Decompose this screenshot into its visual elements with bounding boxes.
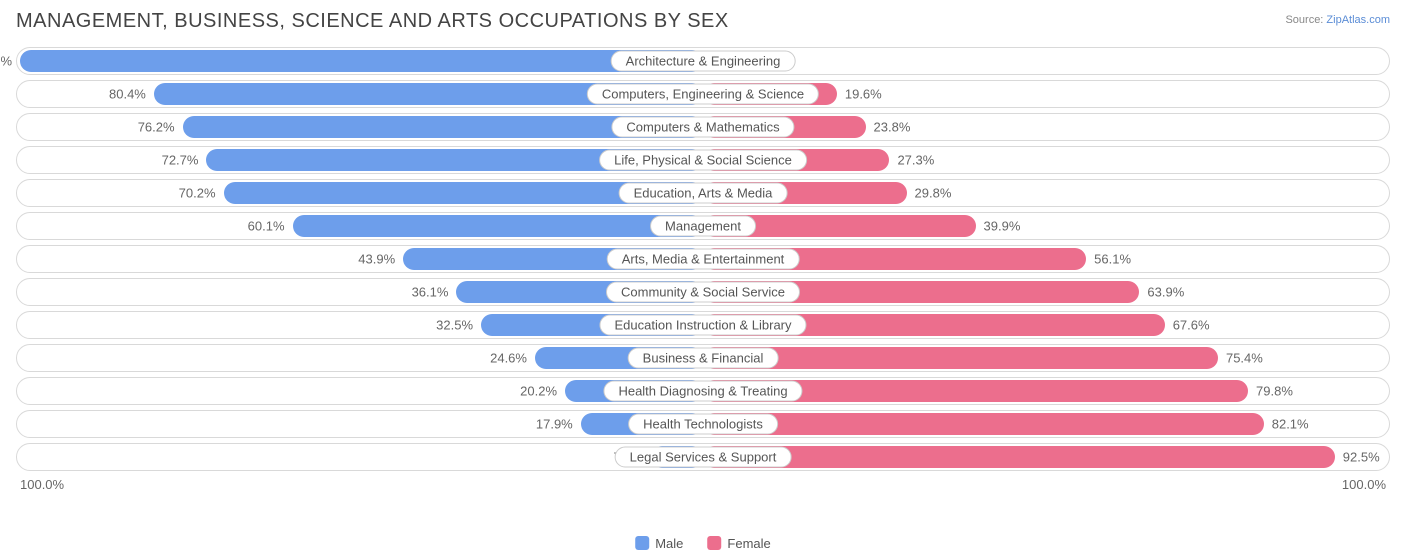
category-pill: Arts, Media & Entertainment xyxy=(607,249,800,270)
data-row: 36.1% 63.9% Community & Social Service xyxy=(16,278,1390,306)
male-value-label: 43.9% xyxy=(358,252,395,267)
female-value-label: 79.8% xyxy=(1256,384,1293,399)
data-row: 100.0%0.0%Architecture & Engineering xyxy=(16,47,1390,75)
data-row: 20.2% 79.8% Health Diagnosing & Treating xyxy=(16,377,1390,405)
female-value-label: 29.8% xyxy=(915,186,952,201)
male-swatch-icon xyxy=(635,536,649,550)
male-value-label: 17.9% xyxy=(536,417,573,432)
female-value-label: 39.9% xyxy=(984,219,1021,234)
female-bar xyxy=(703,446,1335,468)
male-value-label: 20.2% xyxy=(520,384,557,399)
female-value-label: 75.4% xyxy=(1226,351,1263,366)
chart-source: Source: ZipAtlas.com xyxy=(1285,10,1390,26)
data-row: 7.6%92.5%Legal Services & Support xyxy=(16,443,1390,471)
category-pill: Legal Services & Support xyxy=(615,447,792,468)
male-value-label: 72.7% xyxy=(162,153,199,168)
data-row: 17.9% 82.1% Health Technologists xyxy=(16,410,1390,438)
chart-header: MANAGEMENT, BUSINESS, SCIENCE AND ARTS O… xyxy=(16,10,1390,33)
category-pill: Management xyxy=(650,216,756,237)
category-pill: Computers, Engineering & Science xyxy=(587,84,819,105)
female-bar xyxy=(703,413,1264,435)
male-value-label: 32.5% xyxy=(436,318,473,333)
legend-female: Female xyxy=(707,536,770,551)
male-value-label: 70.2% xyxy=(179,186,216,201)
male-value-label: 60.1% xyxy=(248,219,285,234)
data-row: 24.6% 75.4% Business & Financial xyxy=(16,344,1390,372)
data-row: 70.2% 29.8% Education, Arts & Media xyxy=(16,179,1390,207)
axis-left-label: 100.0% xyxy=(20,477,64,492)
legend-female-label: Female xyxy=(727,536,770,551)
data-row: 80.4% 19.6% Computers, Engineering & Scien… xyxy=(16,80,1390,108)
data-row: 72.7% 27.3% Life, Physical & Social Scienc… xyxy=(16,146,1390,174)
x-axis: 100.0% 100.0% xyxy=(16,477,1390,492)
category-pill: Computers & Mathematics xyxy=(611,117,794,138)
category-pill: Health Technologists xyxy=(628,414,778,435)
male-value-label: 36.1% xyxy=(412,285,449,300)
male-bar xyxy=(20,50,703,72)
legend-male: Male xyxy=(635,536,683,551)
female-value-label: 27.3% xyxy=(897,153,934,168)
category-pill: Architecture & Engineering xyxy=(611,51,796,72)
male-value-label: 80.4% xyxy=(109,87,146,102)
legend: Male Female xyxy=(635,536,771,551)
female-value-label: 67.6% xyxy=(1173,318,1210,333)
chart-rows: 100.0%0.0%Architecture & Engineering 80.4… xyxy=(16,47,1390,471)
female-value-label: 56.1% xyxy=(1094,252,1131,267)
category-pill: Life, Physical & Social Science xyxy=(599,150,807,171)
chart-container: MANAGEMENT, BUSINESS, SCIENCE AND ARTS O… xyxy=(0,0,1406,559)
female-swatch-icon xyxy=(707,536,721,550)
female-value-label: 23.8% xyxy=(874,120,911,135)
axis-right-label: 100.0% xyxy=(1342,477,1386,492)
category-pill: Community & Social Service xyxy=(606,282,800,303)
source-link[interactable]: ZipAtlas.com xyxy=(1326,14,1390,26)
source-prefix: Source: xyxy=(1285,14,1326,26)
category-pill: Education Instruction & Library xyxy=(599,315,806,336)
male-value-label: 100.0% xyxy=(0,54,12,69)
female-value-label: 92.5% xyxy=(1343,450,1380,465)
category-pill: Education, Arts & Media xyxy=(619,183,788,204)
category-pill: Health Diagnosing & Treating xyxy=(603,381,802,402)
female-value-label: 63.9% xyxy=(1147,285,1184,300)
category-pill: Business & Financial xyxy=(628,348,779,369)
data-row: 43.9% 56.1% Arts, Media & Entertainment xyxy=(16,245,1390,273)
data-row: 76.2% 23.8% Computers & Mathematics xyxy=(16,113,1390,141)
legend-male-label: Male xyxy=(655,536,683,551)
data-row: 32.5% 67.6% Education Instruction & Librar… xyxy=(16,311,1390,339)
male-value-label: 76.2% xyxy=(138,120,175,135)
female-value-label: 82.1% xyxy=(1272,417,1309,432)
male-value-label: 24.6% xyxy=(490,351,527,366)
male-bar xyxy=(293,215,703,237)
data-row: 60.1% 39.9% Management xyxy=(16,212,1390,240)
female-bar xyxy=(703,347,1218,369)
chart-title: MANAGEMENT, BUSINESS, SCIENCE AND ARTS O… xyxy=(16,10,729,33)
female-value-label: 19.6% xyxy=(845,87,882,102)
